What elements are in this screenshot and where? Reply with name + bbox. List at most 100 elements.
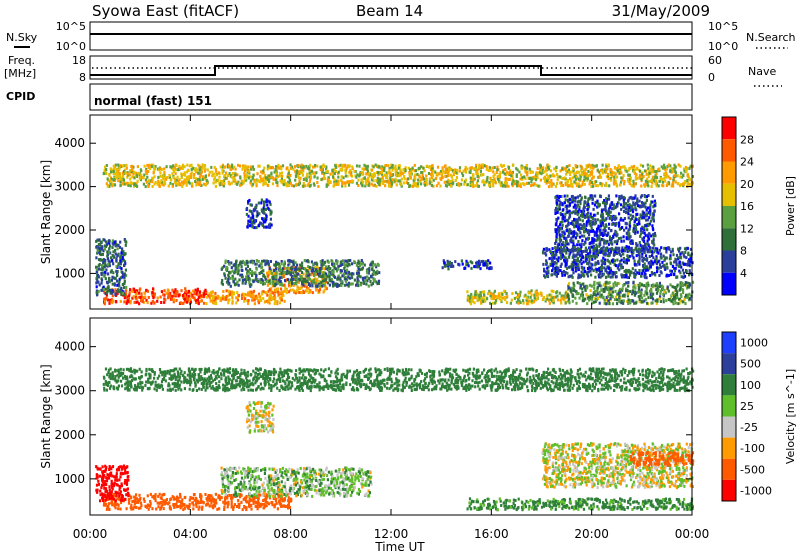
echo-cell xyxy=(358,164,361,168)
echo-cell xyxy=(561,233,564,237)
echo-cell xyxy=(361,171,365,175)
echo-cell xyxy=(172,298,175,302)
echo-cell xyxy=(646,228,649,232)
echo-cell xyxy=(594,267,597,271)
echo-cell xyxy=(500,295,503,299)
echo-cell xyxy=(564,301,567,305)
echo-cell xyxy=(511,292,514,295)
echo-cell xyxy=(579,194,582,198)
echo-cell xyxy=(643,211,646,215)
echo-cell xyxy=(634,286,637,290)
echo-cell xyxy=(407,177,410,181)
echo-cell xyxy=(581,180,584,184)
echo-cell xyxy=(592,238,596,242)
echo-cell xyxy=(119,266,122,269)
echo-cell xyxy=(548,248,551,252)
echo-cell xyxy=(594,289,597,293)
echo-cell xyxy=(279,283,282,287)
echo-cell xyxy=(106,177,109,181)
echo-cell xyxy=(518,170,521,174)
echo-cell xyxy=(665,299,668,303)
echo-cell xyxy=(552,295,555,299)
echo-cell xyxy=(168,295,171,299)
echo-cell xyxy=(273,263,276,267)
echo-cell xyxy=(562,244,566,248)
echo-cell xyxy=(483,290,486,294)
echo-cell xyxy=(394,170,397,173)
echo-cell xyxy=(366,269,369,273)
echo-cell xyxy=(605,217,608,220)
echo-cell xyxy=(619,259,622,263)
echo-cell xyxy=(544,299,547,303)
echo-cell xyxy=(634,283,637,287)
echo-cell xyxy=(254,205,257,209)
echo-cell xyxy=(118,262,121,266)
echo-cell xyxy=(686,296,689,300)
echo-cell xyxy=(376,165,379,168)
echo-cell xyxy=(646,291,649,295)
echo-cell xyxy=(269,281,272,285)
echo-cell xyxy=(126,300,129,304)
echo-cell xyxy=(618,212,621,216)
echo-cell xyxy=(498,297,501,301)
echo-cell xyxy=(568,184,571,188)
echo-cell xyxy=(323,274,326,278)
echo-cell xyxy=(135,182,138,186)
echo-cell xyxy=(353,278,356,282)
echo-cell xyxy=(500,181,503,185)
echo-cell xyxy=(576,165,579,168)
echo-cell xyxy=(156,296,159,300)
echo-cell xyxy=(646,239,649,243)
echo-cell xyxy=(289,271,293,275)
echo-cell xyxy=(585,223,588,227)
echo-cell xyxy=(633,220,636,224)
echo-cell xyxy=(160,168,163,171)
echo-cell xyxy=(262,269,265,273)
echo-cell xyxy=(558,237,561,241)
echo-cell xyxy=(580,196,583,200)
echo-cell xyxy=(585,237,588,241)
echo-cell xyxy=(262,296,265,300)
echo-cell xyxy=(351,276,354,280)
echo-cell xyxy=(263,200,266,204)
echo-cell xyxy=(310,171,313,175)
echo-cell xyxy=(634,206,637,210)
echo-cell xyxy=(632,271,635,275)
echo-cell xyxy=(261,217,264,221)
echo-cell xyxy=(536,296,539,300)
echo-cell xyxy=(375,265,378,269)
echo-cell xyxy=(124,292,128,296)
echo-cell xyxy=(555,206,558,210)
echo-cell xyxy=(213,165,216,169)
echo-cell xyxy=(576,259,579,263)
echo-cell xyxy=(666,164,669,168)
echo-cell xyxy=(632,182,635,186)
echo-cell xyxy=(683,298,686,302)
echo-cell xyxy=(571,245,575,248)
echo-cell xyxy=(108,241,111,245)
echo-cell xyxy=(572,285,575,289)
echo-cell xyxy=(516,168,519,172)
echo-cell xyxy=(133,300,136,304)
echo-cell xyxy=(366,164,369,168)
echo-cell xyxy=(100,273,103,277)
echo-cell xyxy=(650,301,653,305)
echo-cell xyxy=(622,198,625,202)
echo-cell xyxy=(603,167,607,171)
echo-cell xyxy=(476,172,479,176)
echo-cell xyxy=(600,219,604,223)
echo-cell xyxy=(357,283,360,287)
echo-cell xyxy=(298,172,301,176)
echo-cell xyxy=(544,169,547,173)
echo-cell xyxy=(200,294,203,298)
echo-cell xyxy=(592,222,595,226)
echo-cell xyxy=(305,274,308,278)
echo-cell xyxy=(673,273,676,277)
echo-cell xyxy=(583,242,586,246)
echo-cell xyxy=(329,279,332,282)
echo-cell xyxy=(356,269,359,273)
echo-cell xyxy=(645,208,648,212)
echo-cell xyxy=(556,203,559,207)
echo-cell xyxy=(255,294,258,298)
echo-cell xyxy=(617,221,621,225)
